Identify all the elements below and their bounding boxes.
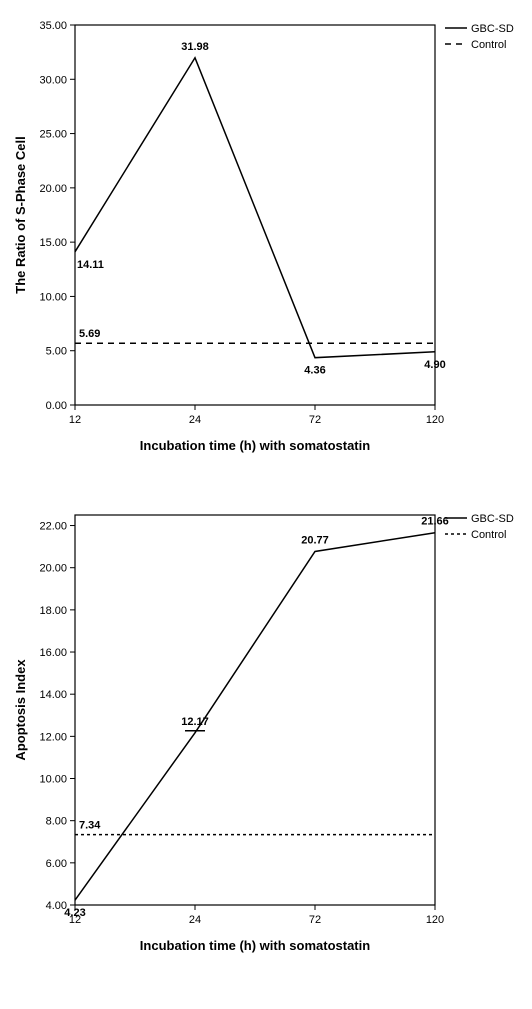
y-tick-label: 8.00 — [46, 816, 67, 828]
y-tick-label: 14.00 — [39, 689, 67, 701]
y-tick-label: 15.00 — [39, 237, 67, 249]
x-axis-label: Incubation time (h) with somatostatin — [140, 938, 370, 953]
y-tick-label: 10.00 — [39, 291, 67, 303]
x-tick-label: 120 — [426, 414, 444, 426]
gbc-sd-line — [75, 533, 435, 900]
data-point-label: 21.66 — [421, 516, 449, 528]
gbc-sd-line — [75, 58, 435, 358]
y-tick-label: 30.00 — [39, 74, 67, 86]
chart-s-phase: 0.00 5.00 10.00 15.00 20.00 25.00 30.00 35.00 12… — [0, 0, 532, 490]
y-tick-label: 10.00 — [39, 774, 67, 786]
control-label: 7.34 — [79, 820, 101, 832]
legend-label: GBC-SD — [471, 23, 514, 35]
y-tick-label: 20.00 — [39, 563, 67, 575]
y-tick-label: 16.00 — [39, 647, 67, 659]
data-point-label: 12.17 — [181, 716, 209, 728]
y-tick-label: 35.00 — [39, 20, 67, 32]
y-axis-label: Apoptosis Index — [13, 659, 28, 761]
data-point-label: 20.77 — [301, 534, 329, 546]
chart-apoptosis: 4.006.008.0010.0012.0014.0016.0018.0020.… — [0, 490, 532, 1000]
y-tick-label: 25.00 — [39, 129, 67, 141]
y-tick-label: 20.00 — [39, 183, 67, 195]
legend-label: GBC-SD — [471, 513, 514, 525]
y-tick-label: 22.00 — [39, 521, 67, 533]
x-tick-label: 72 — [309, 414, 321, 426]
y-tick-label: 12.00 — [39, 731, 67, 743]
data-point-label: 4.23 — [64, 907, 85, 919]
data-point-label: 4.90 — [424, 359, 445, 371]
x-tick-label: 120 — [426, 914, 444, 926]
y-axis-label: The Ratio of S-Phase Cell — [13, 136, 28, 293]
data-point-label: 14.11 — [77, 259, 104, 271]
x-tick-label: 24 — [189, 914, 201, 926]
y-tick-label: 5.00 — [46, 346, 67, 358]
data-point-label: 31.98 — [181, 41, 209, 53]
x-tick-label: 24 — [189, 414, 201, 426]
data-point-label: 4.36 — [304, 365, 325, 377]
x-tick-label: 12 — [69, 414, 81, 426]
y-tick-label: 6.00 — [46, 858, 67, 870]
control-label: 5.69 — [79, 328, 100, 340]
legend-label: Control — [471, 529, 506, 541]
x-axis-label: Incubation time (h) with somatostatin — [140, 438, 370, 453]
y-tick-label: 18.00 — [39, 605, 67, 617]
legend-label: Control — [471, 39, 506, 51]
x-tick-label: 72 — [309, 914, 321, 926]
y-tick-label: 0.00 — [46, 400, 67, 412]
